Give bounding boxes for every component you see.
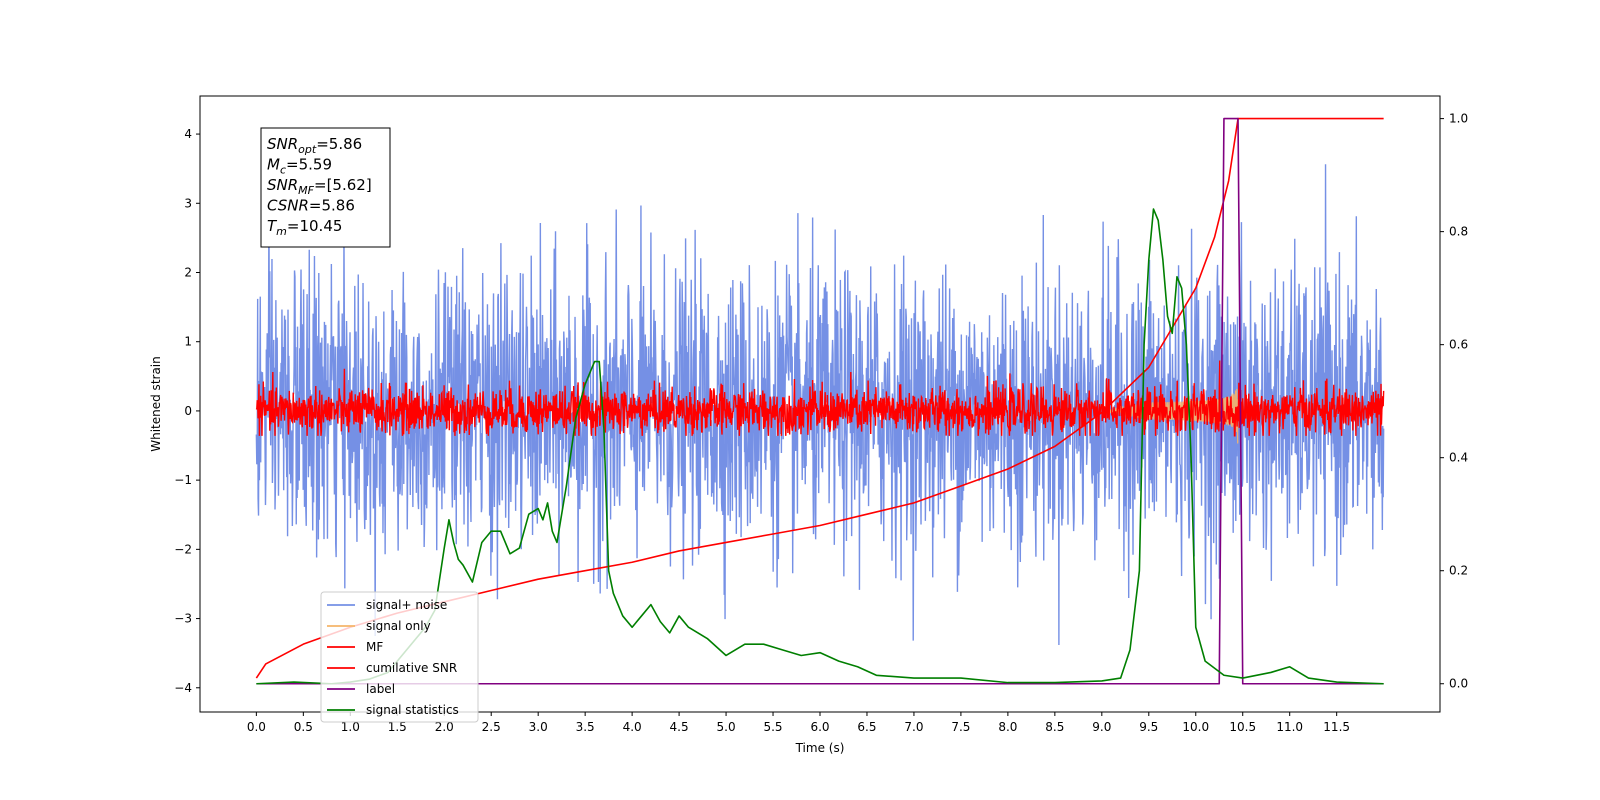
legend-label-signal-statistics: signal statistics	[366, 703, 459, 717]
y2-tick-label: 0.8	[1449, 225, 1468, 239]
x-tick-label: 4.0	[623, 720, 642, 734]
legend-label-label: label	[366, 682, 395, 696]
info-line-snr-mf: SNRMF=[5.62]	[267, 176, 372, 197]
y-tick-label: 3	[184, 196, 192, 210]
y-axis-left: −4 −3 −2 −1 0 1 2 3 4	[174, 127, 200, 695]
x-axis-label: Time (s)	[795, 741, 845, 755]
info-line-snr-opt: SNRopt=5.86	[267, 135, 362, 156]
x-tick-label: 2.5	[482, 720, 501, 734]
x-tick-label: 3.0	[529, 720, 548, 734]
x-tick-label: 9.0	[1092, 720, 1111, 734]
x-tick-label: 6.5	[857, 720, 876, 734]
legend: signal+ noise signal only MF cumilative SNR…	[320, 591, 479, 723]
y-tick-label: −2	[174, 542, 192, 556]
x-tick-label: 10.0	[1182, 720, 1209, 734]
series-signal-noise-line	[255, 164, 1385, 646]
legend-label-cumilative-snr: cumilative SNR	[366, 661, 457, 675]
x-tick-label: 11.0	[1276, 720, 1303, 734]
series-mf-line	[255, 360, 1385, 437]
x-tick-label: 1.5	[388, 720, 407, 734]
x-axis: 0.0 0.5 1.0 1.5 2.0 2.5 3.0 3.5 4.0 4.5 5.0 5.5 6.0 6…	[247, 712, 1350, 734]
info-line-csnr: CSNR=5.86	[267, 197, 355, 215]
x-tick-label: 8.5	[1045, 720, 1064, 734]
x-tick-label: 2.0	[435, 720, 454, 734]
x-tick-label: 10.5	[1229, 720, 1256, 734]
legend-label-signal-noise: signal+ noise	[366, 598, 447, 612]
y-axis-right: 0.0 0.2 0.4 0.6 0.8 1.0	[1440, 112, 1468, 691]
y-tick-label: −1	[174, 473, 192, 487]
legend-label-mf: MF	[366, 640, 383, 654]
info-line-m-c: Mc=5.59	[267, 156, 332, 177]
info-line-t-m: Tm=10.45	[267, 217, 342, 238]
y-tick-label: 4	[184, 127, 192, 141]
legend-frame	[320, 591, 479, 723]
legend-label-signal-only: signal only	[366, 619, 431, 633]
x-tick-label: 4.5	[670, 720, 689, 734]
x-tick-label: 11.5	[1323, 720, 1350, 734]
x-tick-label: 8.0	[998, 720, 1017, 734]
x-tick-label: 6.0	[810, 720, 829, 734]
x-tick-label: 7.0	[904, 720, 923, 734]
x-tick-label: 0.5	[294, 720, 313, 734]
series-label-line	[256, 117, 1384, 685]
y-tick-label: 1	[184, 335, 192, 349]
y-tick-label: −4	[174, 681, 192, 695]
y2-tick-label: 0.6	[1449, 338, 1468, 352]
x-tick-label: 3.5	[576, 720, 595, 734]
y-tick-label: 2	[184, 265, 192, 279]
x-tick-label: 5.5	[763, 720, 782, 734]
x-tick-label: 0.0	[247, 720, 266, 734]
x-tick-label: 9.5	[1139, 720, 1158, 734]
y-axis-label: Whitened strain	[149, 356, 163, 452]
y-tick-label: −3	[174, 612, 192, 626]
y2-tick-label: 0.2	[1449, 564, 1468, 578]
y2-tick-label: 1.0	[1449, 112, 1468, 126]
series-signal-statistics-line	[256, 208, 1384, 685]
info-box-frame	[260, 127, 391, 248]
x-tick-label: 1.0	[341, 720, 360, 734]
x-tick-label: 7.5	[951, 720, 970, 734]
x-tick-label: 5.0	[717, 720, 736, 734]
y-tick-label: 0	[184, 404, 192, 418]
y2-tick-label: 0.0	[1449, 677, 1468, 691]
y2-tick-label: 0.4	[1449, 451, 1468, 465]
